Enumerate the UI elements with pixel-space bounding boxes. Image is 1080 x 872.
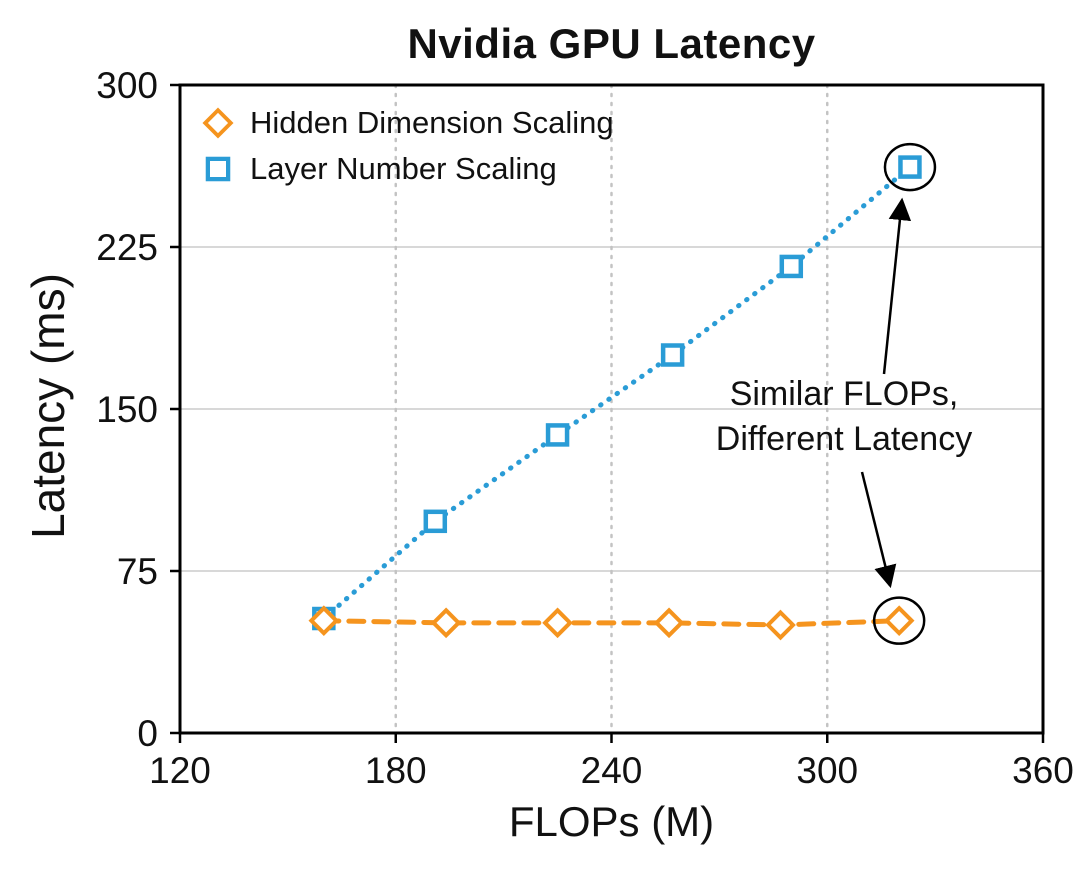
x-tick-label: 240 [581, 750, 643, 791]
x-tick-label: 120 [149, 750, 211, 791]
diamond-data-point [883, 605, 915, 637]
y-tick-label: 150 [96, 389, 158, 430]
annotation-line-2: Different Latency [715, 420, 973, 458]
square-data-point [545, 423, 570, 447]
legend-item-layer-number-scaling: Layer Number Scaling [202, 146, 614, 192]
diamond-marker-icon [202, 107, 234, 139]
annotation-line-1: Similar FLOPs, [729, 375, 959, 413]
legend-item-hidden-dimension-scaling: Hidden Dimension Scaling [202, 100, 614, 146]
square-marker-icon [205, 156, 231, 182]
diamond-data-point [765, 609, 796, 641]
x-axis-label: FLOPs (M) [508, 798, 715, 845]
diamond-data-point [430, 607, 462, 639]
series-line [321, 164, 913, 622]
x-tick-label: 180 [365, 750, 427, 791]
chart-title: Nvidia GPU Latency [407, 20, 816, 67]
circle-highlight [872, 596, 926, 645]
square-data-point [423, 509, 448, 534]
diamond-data-point [308, 605, 340, 637]
x-tick-label: 360 [1012, 750, 1074, 791]
y-tick-label: 0 [137, 713, 158, 754]
y-tick-label: 75 [117, 551, 158, 592]
legend-label-hidden-dimension-scaling: Hidden Dimension Scaling [250, 105, 614, 140]
annotation-arrow-bottom [860, 471, 897, 589]
square-data-point [660, 343, 685, 367]
legend-label-layer-number-scaling: Layer Number Scaling [250, 151, 557, 186]
y-tick-label: 300 [96, 65, 158, 106]
y-tick-label: 225 [96, 227, 158, 268]
square-data-point [779, 254, 804, 279]
x-tick-label: 300 [796, 750, 858, 791]
series-line [321, 618, 902, 628]
annotation-arrow-top [882, 197, 912, 375]
circle-highlight [883, 142, 937, 192]
y-axis-label: Latency (ms) [22, 273, 74, 539]
diamond-data-point [542, 607, 573, 639]
annotation-text: Similar FLOPs, Different Latency [666, 372, 1022, 462]
diamond-data-point [653, 607, 685, 639]
square-data-point [898, 155, 922, 179]
legend: Hidden Dimension Scaling Layer Number Sc… [202, 100, 614, 192]
